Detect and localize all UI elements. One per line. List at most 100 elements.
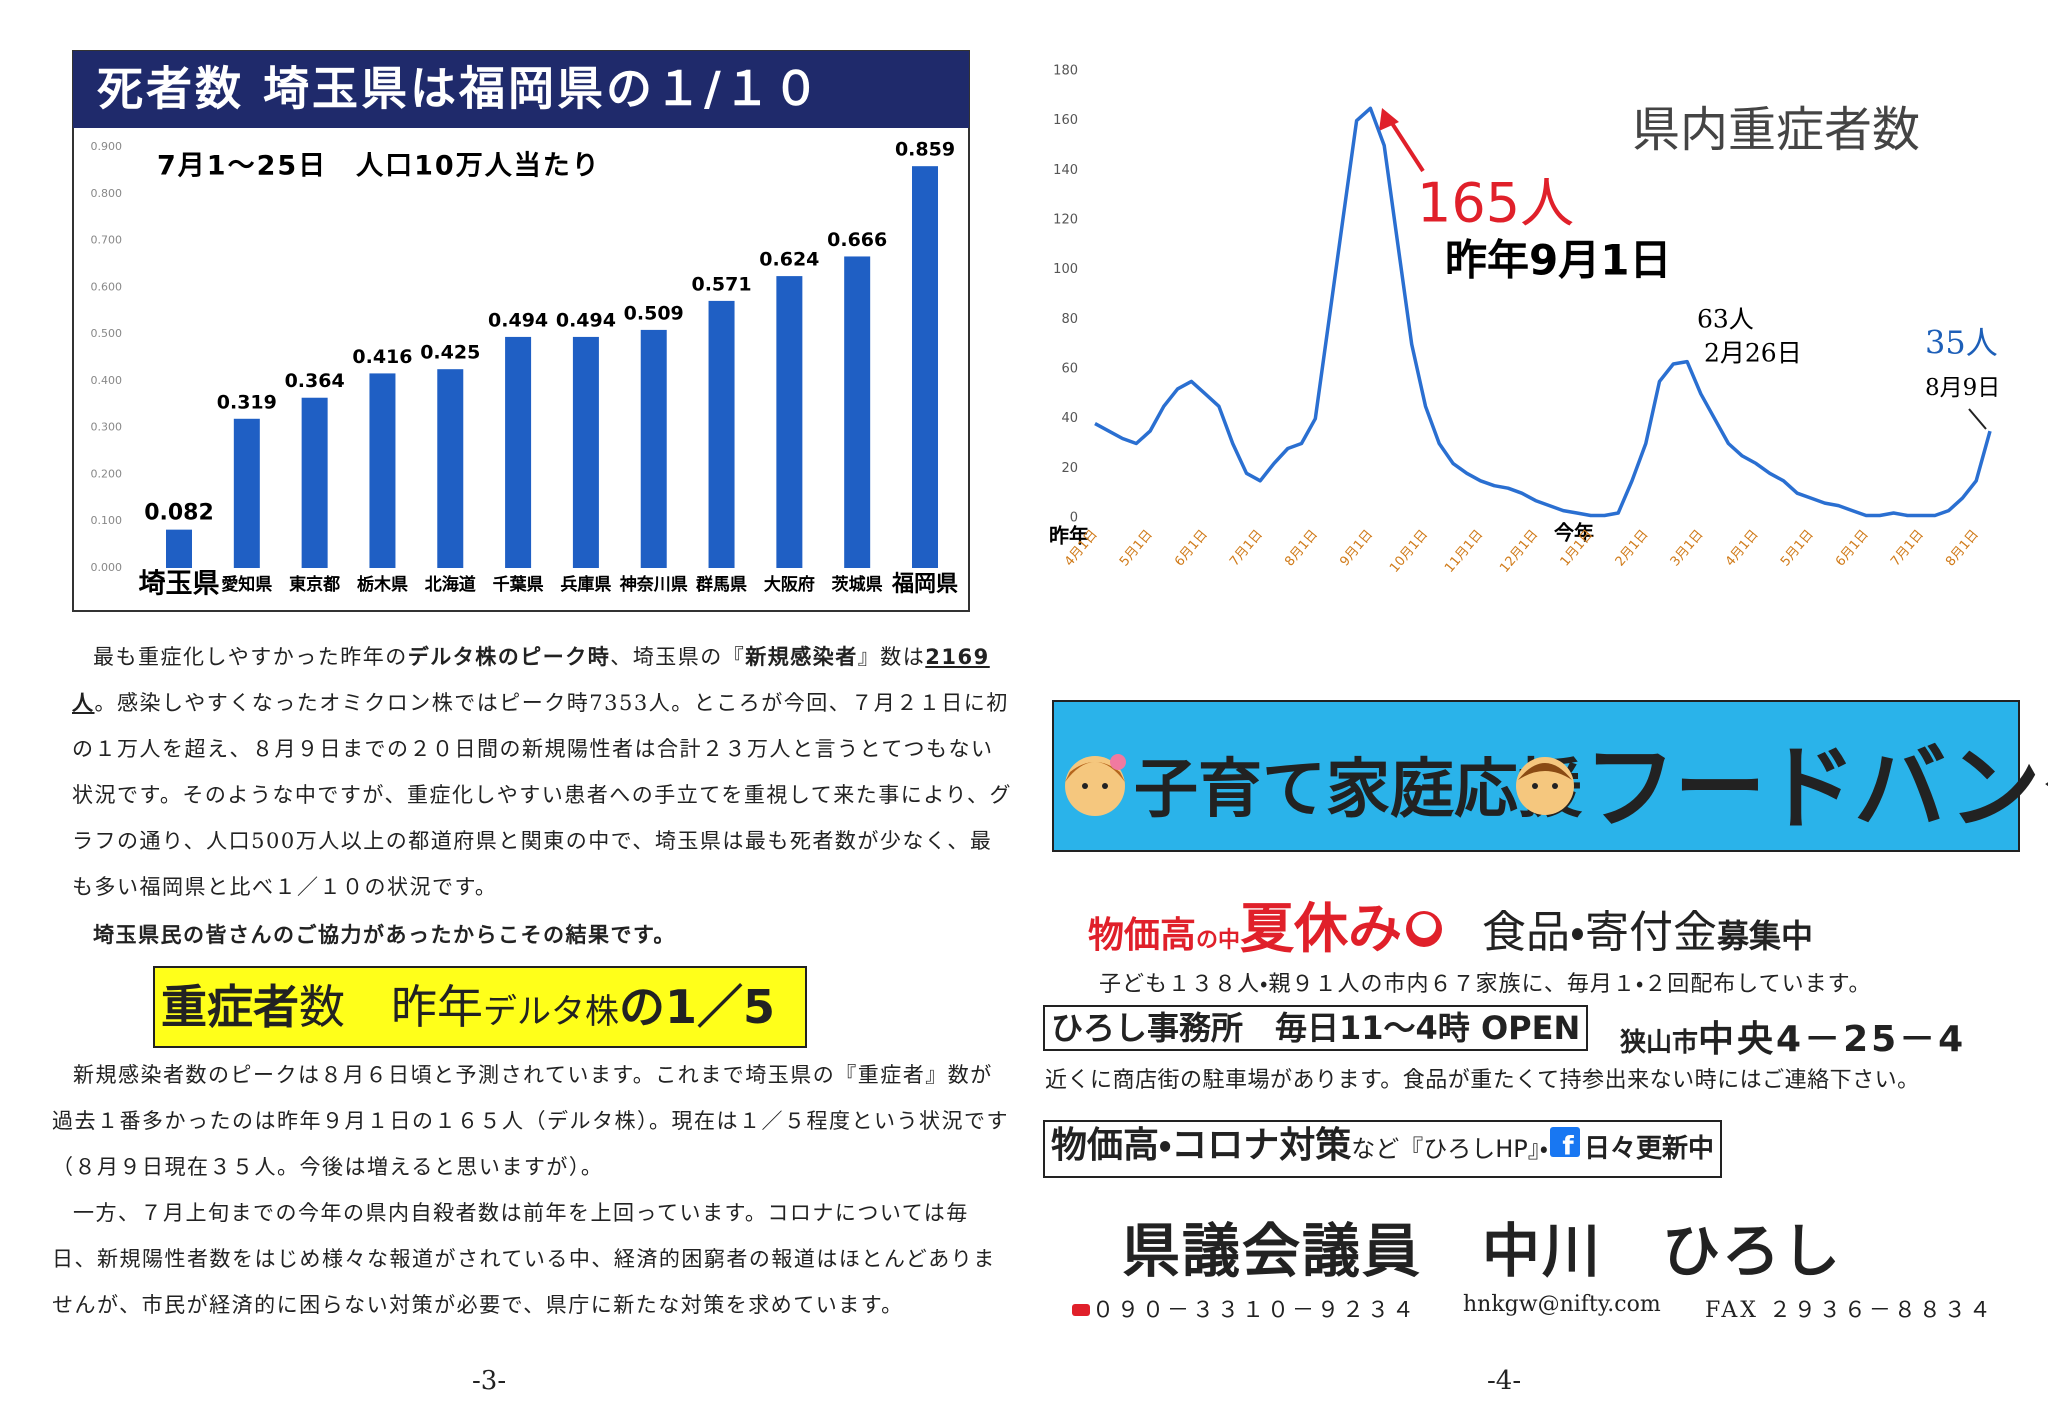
value-label: 0.425 xyxy=(420,342,480,364)
value-label: 0.364 xyxy=(285,370,345,392)
paragraph: 埼玉県民の皆さんのご協力があったからこその結果です。 xyxy=(93,923,676,947)
value-label: 0.509 xyxy=(624,302,684,324)
text: ０９０－３３１０－９２３４ xyxy=(1092,1298,1418,1323)
year-label: 昨年 xyxy=(1049,524,1089,548)
headline: 物価高の中夏休み 食品・寄付金募集中 xyxy=(1088,884,1813,963)
contact: ０９０－３３１０－９２３４ xyxy=(1070,1292,1417,1324)
y-tick-label: 80 xyxy=(1061,312,1078,327)
svg-text:f: f xyxy=(1562,1132,1574,1160)
x-tick-label: 茨城県 xyxy=(832,574,883,595)
y-tick-label: 120 xyxy=(1053,213,1078,228)
y-tick-label: 0.100 xyxy=(91,514,123,527)
x-tick-label: 6月1日 xyxy=(1172,527,1211,569)
paragraph: 新規感染者数のピークは８月６日頃と予測されています。これまで埼玉県の『重症者』数… xyxy=(52,1063,1009,1179)
hp-box: 物価高・コロナ対策など『ひろしHP』・ f 日々更新中 xyxy=(1043,1120,1722,1178)
bar-chart: 死者数 埼玉県は福岡県の１/１０ 7月1～25日 人口10万人当たり 0.000… xyxy=(72,50,970,612)
value-label: 0.571 xyxy=(691,273,751,295)
banner: 子育て家庭応援 フードバンク xyxy=(1052,700,2048,852)
paragraph: 一方、７月上旬までの今年の県内自殺者数は前年を上回っています。コロナについては毎… xyxy=(52,1201,996,1317)
y-tick-label: 0.200 xyxy=(91,467,123,480)
x-tick-label: 東京都 xyxy=(289,574,340,595)
text: 夏休み xyxy=(1240,897,1403,960)
x-tick-label: 8月1日 xyxy=(1943,527,1982,569)
bar xyxy=(844,256,871,568)
annotation-arrow xyxy=(1968,408,1987,430)
value-label: 0.666 xyxy=(827,229,887,251)
x-tick-label: 千葉県 xyxy=(493,574,544,595)
y-tick-label: 0.900 xyxy=(91,140,123,153)
text: の1／5 xyxy=(619,980,776,1034)
bar xyxy=(776,276,803,568)
y-tick-label: 160 xyxy=(1053,113,1078,128)
y-tick-label: 180 xyxy=(1053,64,1078,79)
text: の中 xyxy=(1196,928,1241,953)
banner-text: フードバンク xyxy=(1584,735,2048,842)
x-tick-label: 福岡県 xyxy=(891,572,958,597)
y-tick-label: 0.800 xyxy=(91,187,123,200)
value-label: 0.494 xyxy=(556,309,616,331)
contact: hnkgw@nifty.com xyxy=(1463,1292,1661,1317)
bar xyxy=(572,336,599,568)
text: 新規感染者 xyxy=(745,645,858,669)
annotation: 35人 xyxy=(1925,324,1998,362)
value-label: 0.624 xyxy=(759,249,819,271)
y-tick-label: 0 xyxy=(1070,511,1078,526)
chart-title: 死者数 埼玉県は福岡県の１/１０ xyxy=(97,62,822,116)
x-tick-label: 群馬県 xyxy=(696,574,747,595)
annotation: 8月9日 xyxy=(1925,375,2000,401)
annotation: 63人 xyxy=(1697,305,1754,334)
page-number: -4- xyxy=(1487,1366,1522,1396)
address: 狭山市中央4－25－4 xyxy=(1620,1010,1966,1062)
text: 食品・寄付金 xyxy=(1482,907,1717,958)
heading-box: 重症者数 昨年デルタ株の1／5 xyxy=(153,966,807,1048)
x-tick-label: 7月1日 xyxy=(1227,527,1266,569)
year-label: 今年 xyxy=(1554,521,1594,545)
x-tick-label: 神奈川県 xyxy=(619,574,688,595)
bar xyxy=(912,166,938,568)
x-tick-label: 12月1日 xyxy=(1497,527,1541,576)
text: 中央4－25－4 xyxy=(1698,1019,1967,1060)
bar xyxy=(233,418,260,568)
series-line xyxy=(1094,106,1992,518)
text: 2169人 xyxy=(72,645,990,715)
x-tick-label: 10月1日 xyxy=(1387,527,1431,576)
chart-subtitle: 7月1～25日 人口10万人当たり xyxy=(157,151,601,182)
bar xyxy=(640,329,667,568)
y-tick-label: 40 xyxy=(1061,411,1078,426)
annotation: 165人 xyxy=(1417,172,1574,235)
text: 物価高 xyxy=(1088,915,1197,956)
icon-rice xyxy=(1406,911,1443,947)
arrow-head xyxy=(1379,108,1399,131)
contact: FAX ２９３６－８８３４ xyxy=(1705,1298,1994,1323)
x-tick-label: 2月1日 xyxy=(1613,527,1652,569)
text: 数 昨年 xyxy=(299,980,483,1034)
text: 。感染しやすくなったオミクロン株ではピーク時7353人。ところが今回、７月２１日… xyxy=(72,691,1012,899)
x-tick-label: 5月1日 xyxy=(1778,527,1817,569)
y-tick-label: 0.000 xyxy=(91,561,123,574)
text: 物価高・コロナ対策 xyxy=(1051,1125,1352,1166)
y-tick-label: 0.500 xyxy=(91,327,123,340)
text: デルタ株のピーク時 xyxy=(407,645,611,669)
value-label: 0.416 xyxy=(352,346,412,368)
text: など『ひろしHP』・ xyxy=(1351,1135,1548,1163)
x-tick-label: 3月1日 xyxy=(1668,527,1707,569)
value-label: 0.859 xyxy=(895,139,955,161)
y-tick-label: 140 xyxy=(1053,163,1078,178)
y-tick-label: 100 xyxy=(1053,262,1078,277)
x-tick-label: 9月1日 xyxy=(1337,527,1376,569)
text: 重症者 xyxy=(161,980,299,1034)
x-tick-label: 兵庫県 xyxy=(560,574,611,595)
text: 』数は xyxy=(857,645,926,669)
chart-title: 県内重症者数 xyxy=(1632,102,1920,158)
x-tick-label: 6月1日 xyxy=(1833,527,1872,569)
bar xyxy=(708,300,735,568)
x-tick-label: 埼玉県 xyxy=(139,569,220,600)
value-label: 0.082 xyxy=(144,501,214,526)
annotation: 昨年9月1日 xyxy=(1445,236,1671,285)
text: デルタ株 xyxy=(483,992,619,1032)
text: 狭山市 xyxy=(1620,1028,1699,1058)
page-number: -3- xyxy=(472,1366,507,1396)
x-tick-label: 大阪府 xyxy=(764,574,815,595)
